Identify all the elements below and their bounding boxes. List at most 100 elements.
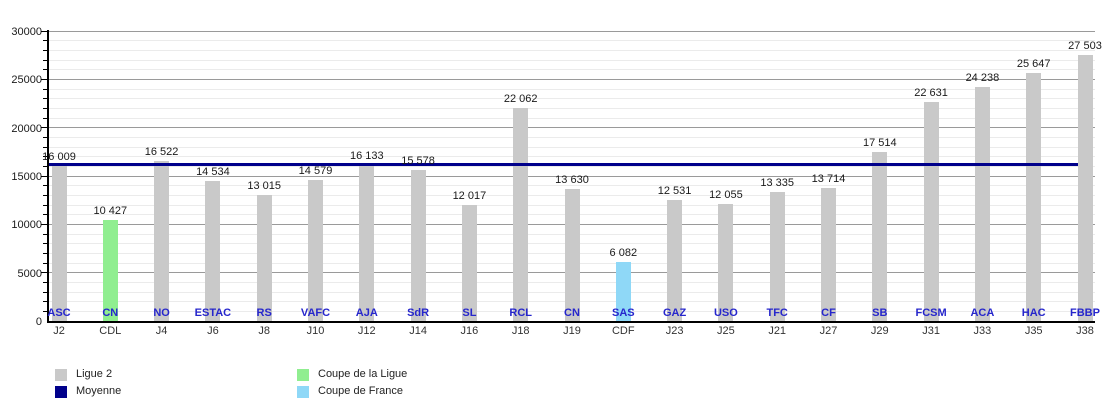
bar-value-label: 22 631 — [914, 87, 948, 100]
gridline-minor — [49, 88, 1095, 90]
gridline-minor — [49, 59, 1095, 61]
bar-CDF — [615, 262, 631, 321]
club-code-label: RS — [256, 307, 272, 319]
y-axis-tick — [43, 88, 48, 90]
legend-swatch-coupe-de-france — [297, 385, 309, 398]
y-axis-tick — [41, 223, 48, 225]
bar-J25 — [718, 204, 734, 321]
gridline-major — [49, 30, 1095, 32]
legend-swatch-coupe-de-la-ligue — [297, 368, 309, 381]
y-axis-tick — [41, 78, 48, 80]
x-axis-line — [47, 321, 1095, 323]
club-code-label: SB — [872, 307, 888, 319]
y-axis-tick — [41, 272, 48, 274]
club-code-label: ASC — [47, 307, 71, 319]
club-code-label: CN — [102, 307, 119, 319]
legend-column-left: Ligue 2 Moyenne — [55, 366, 121, 400]
matchday-axis-row: J2 CDL J4 J6 J8 J10 J12 J14 J16 J18 J19 CDF J23 J25 J2… — [49, 325, 1095, 339]
club-code-label: USO — [713, 307, 738, 319]
matchday-label: J10 — [306, 325, 325, 337]
bar-J38 — [1077, 55, 1093, 321]
legend-item-ligue2: Ligue 2 — [55, 366, 121, 383]
bar-value-label: 12 017 — [452, 189, 487, 202]
bar-value-label: 6 082 — [609, 247, 638, 260]
legend-swatch-ligue2 — [55, 368, 67, 381]
bar-J4 — [154, 161, 170, 321]
y-axis-tick — [43, 310, 48, 312]
club-code-label: HAC — [1021, 307, 1046, 319]
club-code-label: VAFC — [300, 307, 331, 319]
club-code-label: TFC — [766, 307, 788, 319]
y-axis-tick — [41, 30, 48, 32]
matchday-label: J18 — [511, 325, 530, 337]
bar-J6 — [205, 180, 221, 321]
matchday-label: J29 — [870, 325, 889, 337]
gridline-minor — [49, 136, 1095, 138]
y-axis-tick — [43, 185, 48, 187]
club-code-label: FBBP — [1070, 307, 1100, 319]
bar-value-label: 16 133 — [349, 150, 384, 163]
legend-swatch-moyenne — [55, 385, 67, 398]
bar-value-label: 27 503 — [1068, 40, 1102, 53]
y-axis-tick — [43, 98, 48, 100]
y-axis-tick-label: 15000 — [11, 171, 42, 183]
bar-J19 — [564, 189, 580, 321]
matchday-label: J8 — [258, 325, 270, 337]
gridline-minor — [49, 69, 1095, 71]
matchday-label: J33 — [973, 325, 992, 337]
bar-value-label: 10 427 — [93, 205, 128, 218]
bar-value-label: 12 531 — [657, 184, 692, 197]
gridline-minor — [49, 156, 1095, 158]
legend-label-moyenne: Moyenne — [76, 385, 122, 397]
gridline-major — [49, 127, 1095, 129]
bar-value-label: 13 335 — [760, 177, 795, 190]
y-axis-tick — [43, 252, 48, 254]
matchday-label: J19 — [563, 325, 581, 337]
plot-area: 16 009 ASC 10 427 CN 16 522 NO 14 534 ESTAC 13 0… — [41, 30, 1102, 321]
matchday-label: J31 — [922, 325, 940, 337]
bar-J18 — [513, 107, 529, 321]
y-axis-tick — [43, 146, 48, 148]
gridline-major — [49, 175, 1095, 177]
y-axis-tick — [43, 136, 48, 138]
bar-J10 — [308, 180, 323, 321]
gridline-minor — [49, 146, 1095, 148]
club-code-label: SAS — [611, 307, 635, 319]
legend-item-coupe-de-la-ligue: Coupe de la Ligue — [297, 366, 407, 383]
club-code-label: CF — [821, 307, 836, 319]
bar-value-label: 16 009 — [42, 151, 76, 164]
gridline-minor — [49, 49, 1095, 51]
y-axis-tick-label: 20000 — [11, 122, 42, 135]
club-code-label: ACA — [970, 307, 995, 319]
bar-J31 — [923, 102, 939, 321]
matchday-label: J35 — [1024, 325, 1043, 337]
bar-J21 — [769, 192, 785, 321]
matchday-label: J4 — [155, 325, 168, 337]
legend-item-moyenne: Moyenne — [55, 383, 121, 400]
bar-value-label: 14 579 — [298, 165, 333, 178]
bar-value-label: 13 015 — [247, 180, 282, 193]
matchday-label: J6 — [207, 325, 219, 337]
moyenne-line — [49, 163, 1078, 167]
club-code-label: SL — [462, 307, 477, 319]
y-axis-tick — [43, 214, 48, 216]
bar-J23 — [667, 199, 683, 321]
bar-CDL — [102, 220, 118, 321]
legend-label-coupe-de-la-ligue: Coupe de la Ligue — [318, 368, 408, 380]
y-axis-tick-label: 30000 — [11, 26, 42, 38]
matchday-label: J16 — [460, 325, 479, 337]
legend-label-ligue2: Ligue 2 — [76, 368, 113, 380]
bar-J8 — [256, 195, 272, 321]
y-axis-tick — [41, 175, 48, 177]
y-axis-tick — [43, 117, 48, 119]
matchday-label: J21 — [768, 325, 787, 337]
bar-value-label: 25 647 — [1016, 58, 1051, 71]
bar-value-label: 16 522 — [144, 146, 179, 159]
club-code-label: GAZ — [662, 307, 687, 319]
y-axis-line — [47, 30, 49, 322]
club-code-label: ESTAC — [194, 307, 232, 319]
y-axis-tick — [43, 40, 48, 42]
y-axis-tick-label: 0 — [35, 316, 42, 328]
legend-column-right: Coupe de la Ligue Coupe de France — [297, 366, 407, 400]
